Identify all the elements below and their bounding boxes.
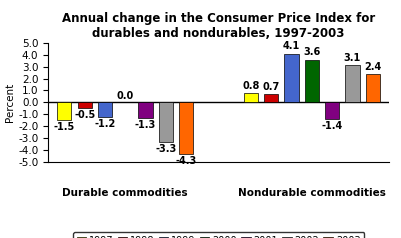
- Bar: [366, 74, 380, 102]
- Text: 0.8: 0.8: [242, 81, 260, 91]
- Bar: [57, 102, 71, 120]
- Bar: [264, 94, 278, 102]
- Title: Annual change in the Consumer Price Index for
durables and nondurables, 1997-200: Annual change in the Consumer Price Inde…: [62, 12, 375, 40]
- Text: Durable commodities: Durable commodities: [63, 188, 188, 198]
- Bar: [284, 54, 299, 102]
- Text: -1.4: -1.4: [322, 121, 343, 131]
- Text: -4.3: -4.3: [176, 156, 197, 166]
- Text: 4.1: 4.1: [283, 41, 300, 51]
- Bar: [305, 60, 319, 102]
- Text: 3.6: 3.6: [303, 47, 320, 57]
- Bar: [138, 102, 153, 118]
- Bar: [325, 102, 339, 119]
- Bar: [77, 102, 92, 108]
- Text: 2.4: 2.4: [364, 62, 381, 72]
- Text: -1.5: -1.5: [54, 122, 75, 132]
- Text: 3.1: 3.1: [344, 53, 361, 63]
- Bar: [345, 65, 360, 102]
- Text: -1.2: -1.2: [94, 119, 115, 129]
- Text: 0.7: 0.7: [263, 82, 280, 92]
- Bar: [244, 93, 258, 102]
- Legend: 1997, 1998, 1999, 2000, 2001, 2002, 2003: 1997, 1998, 1999, 2000, 2001, 2002, 2003: [73, 232, 365, 238]
- Text: 0.0: 0.0: [117, 91, 134, 101]
- Y-axis label: Percent: Percent: [5, 83, 15, 122]
- Bar: [179, 102, 193, 154]
- Bar: [159, 102, 173, 142]
- Bar: [98, 102, 112, 117]
- Text: -1.3: -1.3: [135, 120, 156, 130]
- Text: Nondurable commodities: Nondurable commodities: [238, 188, 386, 198]
- Text: -0.5: -0.5: [74, 110, 95, 120]
- Text: -3.3: -3.3: [155, 144, 176, 154]
